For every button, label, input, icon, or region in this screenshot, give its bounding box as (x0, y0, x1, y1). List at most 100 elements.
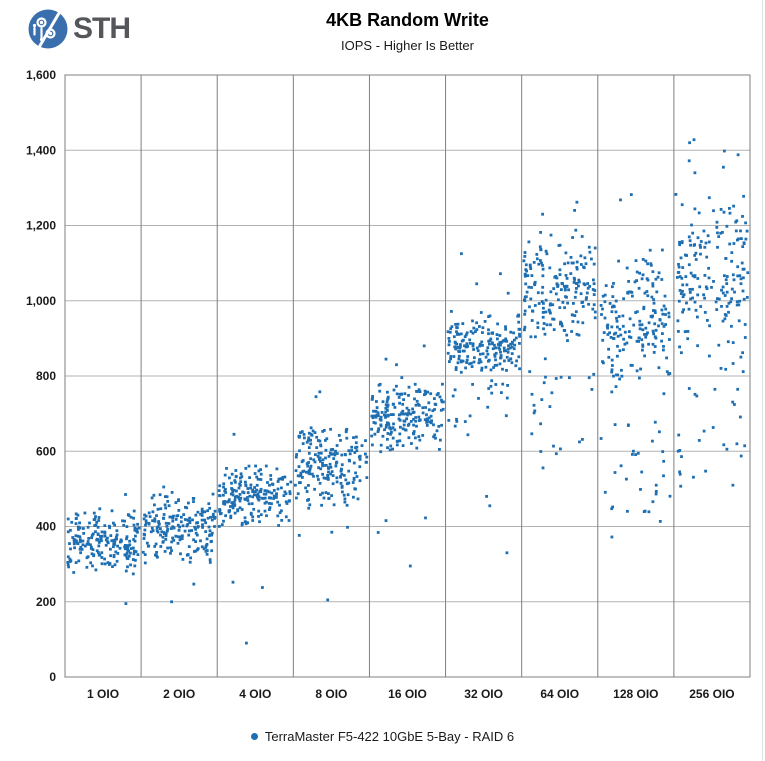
data-point (259, 487, 263, 491)
plot-border (64, 74, 751, 678)
data-point (619, 333, 623, 337)
data-point (159, 527, 162, 530)
data-point (185, 506, 189, 510)
data-point (330, 470, 334, 473)
data-point (637, 336, 641, 340)
data-point (332, 503, 336, 507)
scatter-series (66, 138, 750, 645)
data-point (129, 563, 132, 567)
data-point (125, 551, 129, 555)
data-point (611, 285, 614, 289)
data-point (299, 474, 303, 477)
data-point (606, 326, 609, 330)
data-point (222, 519, 225, 523)
data-point (199, 539, 202, 543)
data-point (155, 514, 158, 517)
data-point (626, 291, 630, 295)
data-point (481, 326, 485, 330)
data-point (640, 277, 644, 281)
data-point (728, 242, 732, 246)
data-point (240, 523, 244, 527)
data-point (457, 357, 461, 361)
data-point (204, 530, 208, 533)
data-point (203, 510, 207, 514)
data-point (213, 516, 217, 519)
data-point (716, 231, 719, 235)
data-point (459, 332, 463, 336)
data-point (617, 315, 621, 318)
data-point (590, 257, 593, 261)
data-point (626, 509, 629, 513)
data-point (543, 357, 547, 361)
data-point (386, 403, 390, 407)
data-point (414, 416, 418, 419)
data-point (82, 527, 85, 530)
data-point (698, 243, 702, 247)
data-point (335, 476, 339, 480)
data-point (730, 287, 734, 291)
data-point (437, 425, 441, 428)
data-point (248, 476, 251, 479)
data-point (433, 408, 436, 411)
data-point (430, 419, 433, 423)
data-point (657, 271, 661, 275)
data-point (171, 525, 175, 529)
data-point (592, 278, 595, 282)
data-point (504, 327, 507, 331)
y-axis-tick-label: 600 (36, 444, 56, 458)
data-point (268, 496, 272, 500)
data-point (615, 319, 619, 323)
data-point (164, 506, 168, 510)
data-point (364, 439, 367, 442)
data-point (329, 472, 332, 476)
data-point (494, 351, 498, 355)
data-point (194, 527, 197, 531)
data-point (386, 446, 389, 450)
data-point (742, 241, 746, 245)
data-point (723, 149, 726, 153)
data-point (575, 267, 579, 271)
data-point (678, 470, 681, 474)
data-point (113, 563, 117, 567)
data-point (364, 452, 367, 456)
data-point (691, 231, 695, 235)
data-point (728, 207, 731, 210)
data-point (456, 361, 460, 365)
data-point (735, 442, 739, 446)
data-point (340, 484, 344, 488)
data-point (408, 564, 412, 568)
data-point (396, 439, 400, 443)
data-point (247, 502, 251, 506)
data-point (112, 521, 115, 525)
data-point (743, 444, 747, 448)
data-point (641, 273, 645, 277)
data-point (533, 280, 537, 284)
data-point (661, 450, 665, 453)
data-point (506, 291, 510, 295)
data-point (664, 323, 667, 326)
data-point (736, 387, 740, 391)
data-point (93, 524, 97, 527)
data-point (114, 550, 118, 554)
data-point (319, 443, 322, 447)
data-point (183, 518, 187, 521)
data-point (641, 328, 645, 332)
data-point (739, 282, 743, 286)
data-point (692, 475, 695, 479)
data-point (668, 494, 672, 498)
data-point (386, 405, 389, 409)
data-point (545, 323, 549, 327)
data-point (356, 497, 360, 501)
x-axis-tick-label: 8 OIO (315, 687, 347, 701)
data-point (569, 272, 573, 275)
data-point (580, 263, 583, 266)
data-point (231, 493, 235, 497)
data-point (737, 303, 741, 307)
data-point (687, 307, 691, 311)
data-point (463, 420, 467, 423)
data-point (342, 493, 346, 497)
data-point (562, 284, 566, 288)
data-point (178, 538, 182, 542)
data-point (334, 461, 338, 465)
data-point (631, 294, 634, 298)
